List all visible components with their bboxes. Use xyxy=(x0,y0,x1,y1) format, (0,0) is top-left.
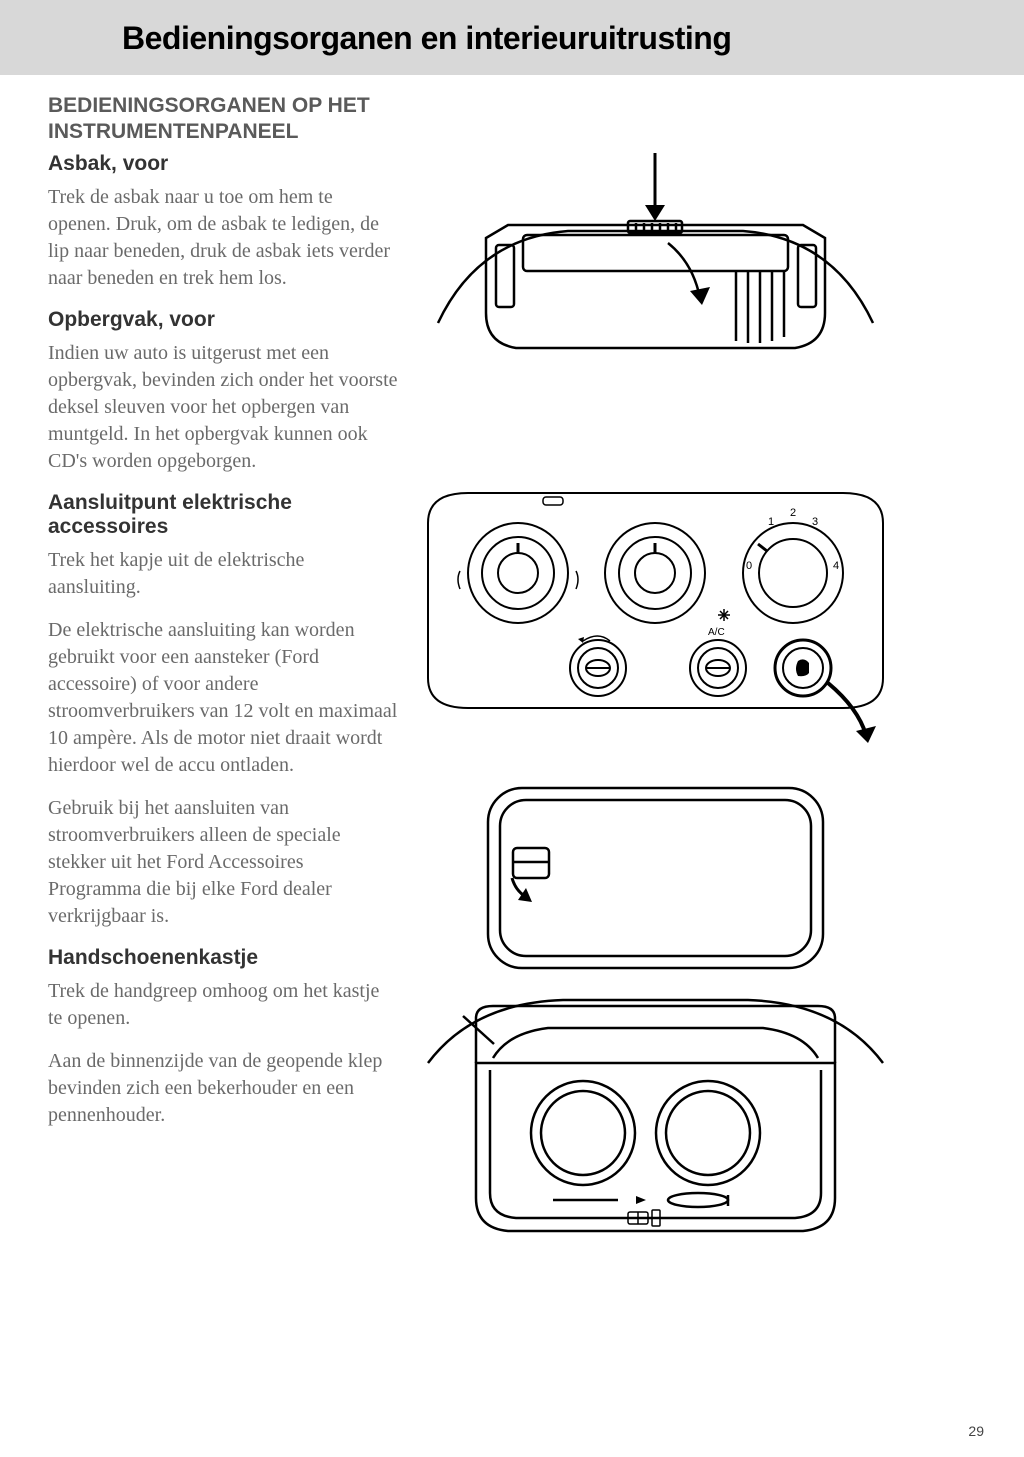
figure-glovebox xyxy=(418,778,893,1253)
svg-text:1: 1 xyxy=(768,516,774,528)
svg-text:0: 0 xyxy=(746,560,752,572)
text-column: BEDIENINGSORGANEN OP HET INSTRUMENTENPAN… xyxy=(48,93,418,1253)
controls-illustration-icon: A/C 0 1 2 3 4 xyxy=(418,483,893,748)
paragraph: Trek het kapje uit de elektrische aanslu… xyxy=(48,547,398,601)
content-area: BEDIENINGSORGANEN OP HET INSTRUMENTENPAN… xyxy=(0,75,1024,1253)
svg-text:2: 2 xyxy=(790,507,796,519)
glovebox-illustration-icon xyxy=(418,778,893,1253)
paragraph: Gebruik bij het aansluiten van stroomver… xyxy=(48,795,398,930)
section-handschoenenkastje: Handschoenenkastje Trek de handgreep omh… xyxy=(48,946,398,1129)
page-number: 29 xyxy=(968,1423,984,1439)
subheading-asbak: Asbak, voor xyxy=(48,152,398,176)
subheading-aansluitpunt: Aansluitpunt elektrische accessoires xyxy=(48,491,398,539)
page-title: Bedieningsorganen en interieuruitrusting xyxy=(122,20,1024,57)
svg-text:3: 3 xyxy=(812,516,818,528)
ashtray-illustration-icon xyxy=(418,143,893,403)
section-aansluitpunt: Aansluitpunt elektrische accessoires Tre… xyxy=(48,491,398,930)
figure-ashtray xyxy=(418,143,893,403)
section-asbak: Asbak, voor Trek de asbak naar u toe om … xyxy=(48,152,398,292)
paragraph: Trek de asbak naar u toe om hem te opene… xyxy=(48,184,398,292)
section-heading: BEDIENINGSORGANEN OP HET INSTRUMENTENPAN… xyxy=(48,93,398,146)
subheading-opbergvak: Opbergvak, voor xyxy=(48,308,398,332)
paragraph: De elektrische aansluiting kan worden ge… xyxy=(48,617,398,779)
svg-text:A/C: A/C xyxy=(708,627,725,638)
svg-text:4: 4 xyxy=(833,560,839,572)
figure-controls: A/C 0 1 2 3 4 xyxy=(418,483,893,748)
paragraph: Indien uw auto is uitgerust met een opbe… xyxy=(48,340,398,475)
subheading-handschoenenkastje: Handschoenenkastje xyxy=(48,946,398,970)
paragraph: Trek de handgreep omhoog om het kastje t… xyxy=(48,978,398,1032)
header-bar: Bedieningsorganen en interieuruitrusting xyxy=(0,0,1024,75)
paragraph: Aan de binnenzijde van de geopende klep … xyxy=(48,1048,398,1129)
section-opbergvak: Opbergvak, voor Indien uw auto is uitger… xyxy=(48,308,398,475)
figure-column: A/C 0 1 2 3 4 xyxy=(418,93,988,1253)
